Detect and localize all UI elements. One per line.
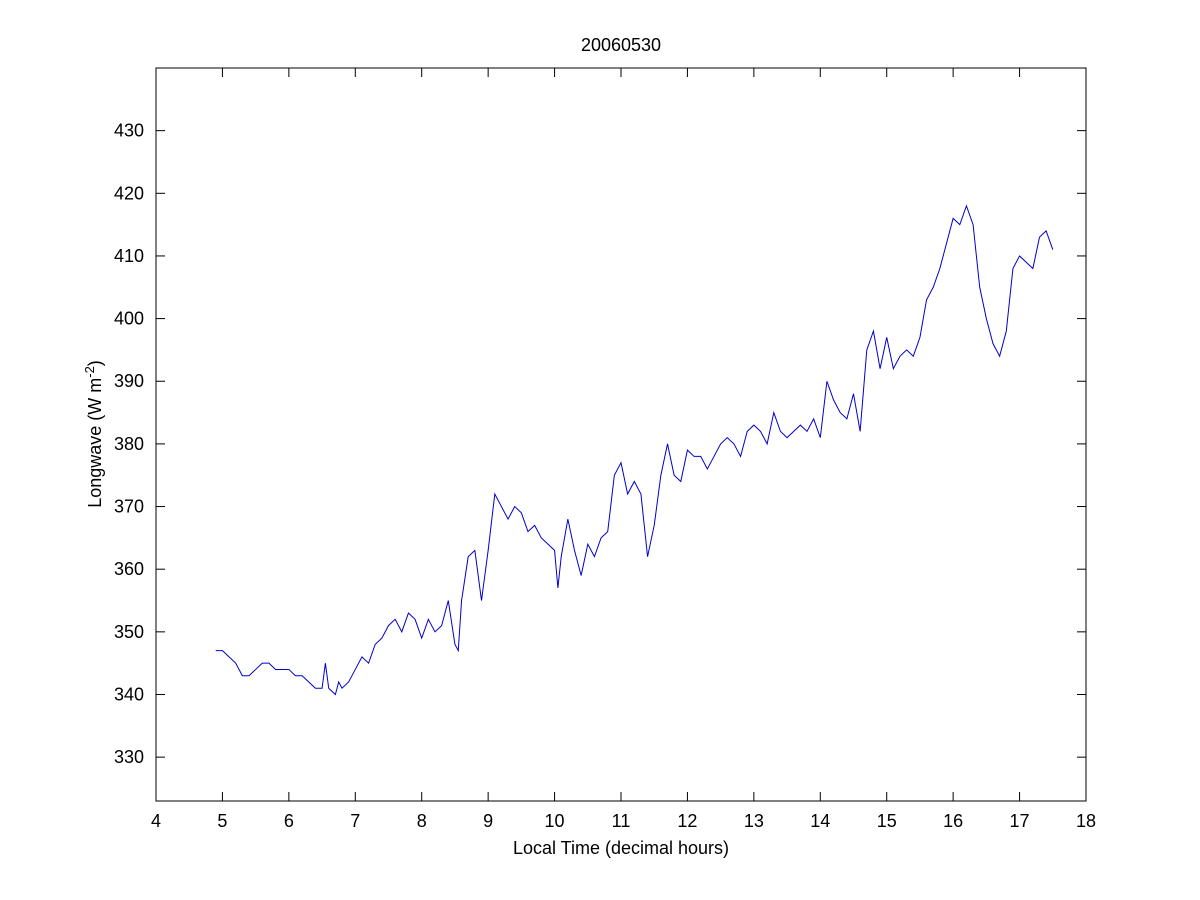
- y-tick-label: 430: [114, 121, 144, 141]
- x-tick-label: 11: [612, 811, 631, 831]
- y-tick-label: 350: [114, 622, 144, 642]
- x-tick-label: 15: [877, 811, 897, 831]
- y-axis-label-superscript: -2: [82, 366, 97, 378]
- y-axis-label: Longwave (W m-2): [82, 360, 105, 508]
- x-tick-label: 12: [677, 811, 697, 831]
- y-tick-label: 330: [114, 747, 144, 767]
- x-tick-label: 18: [1076, 811, 1096, 831]
- y-axis-label-close: ): [85, 360, 105, 366]
- x-tick-label: 9: [483, 811, 493, 831]
- y-tick-label: 360: [114, 559, 144, 579]
- x-tick-label: 14: [810, 811, 830, 831]
- x-tick-label: 8: [417, 811, 427, 831]
- series-line-longwave: [215, 204, 1054, 696]
- x-tick-label: 4: [151, 811, 161, 831]
- plot-frame: [155, 67, 1087, 802]
- y-tick-label: 400: [114, 309, 144, 329]
- x-tick-label: 13: [744, 811, 764, 831]
- tick-labels: 4 5 6 7 8 9 10 11 12 13 14 15 16 17 18 330 340 350 360 370 3…: [114, 121, 1096, 831]
- y-axis-label-text: Longwave (W m: [85, 378, 105, 508]
- y-tick-label: 390: [114, 371, 144, 391]
- x-tick-label: 5: [217, 811, 227, 831]
- x-tick-label: 6: [284, 811, 294, 831]
- x-tick-label: 10: [545, 811, 565, 831]
- x-tick-label: 7: [350, 811, 360, 831]
- y-tick-label: 380: [114, 434, 144, 454]
- y-tick-label: 370: [114, 497, 144, 517]
- axis-ticks: [155, 68, 1087, 801]
- chart-title: 20060530: [581, 35, 661, 55]
- x-axis-label: Local Time (decimal hours): [513, 838, 729, 858]
- plot-area-background: [156, 68, 1086, 801]
- x-tick-label: 16: [943, 811, 963, 831]
- y-tick-label: 340: [114, 684, 144, 704]
- y-tick-label: 410: [114, 246, 144, 266]
- y-tick-label: 420: [114, 183, 144, 203]
- x-tick-label: 17: [1010, 811, 1030, 831]
